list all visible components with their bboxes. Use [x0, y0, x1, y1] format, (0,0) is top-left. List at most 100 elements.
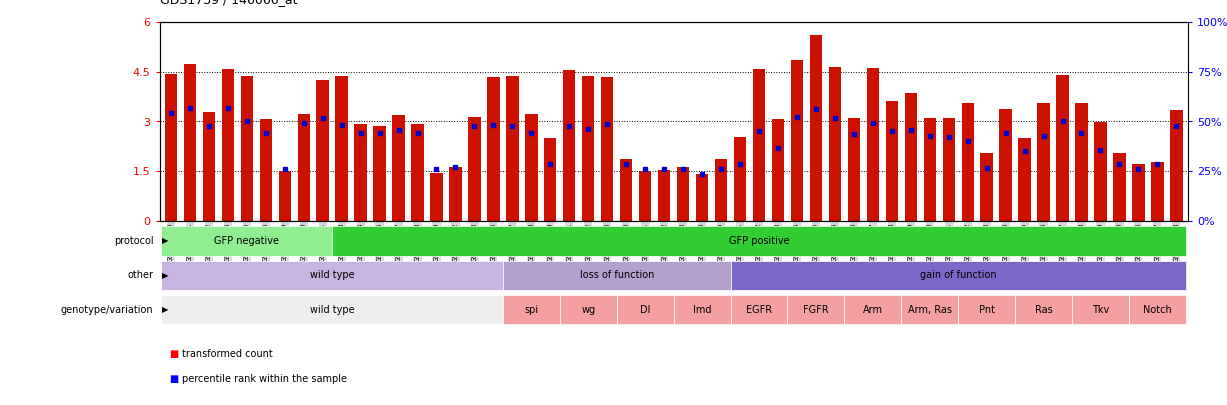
Bar [924, 117, 936, 221]
Text: ■: ■ [169, 374, 179, 384]
Bar [503, 295, 560, 324]
Text: EGFR: EGFR [746, 305, 772, 315]
Text: wg: wg [582, 305, 595, 315]
Bar [677, 167, 690, 221]
Bar [1072, 295, 1129, 324]
Bar [560, 295, 617, 324]
Text: FGFR: FGFR [804, 305, 828, 315]
Bar [1094, 122, 1107, 221]
Text: Ras: Ras [1034, 305, 1053, 315]
Bar [828, 67, 840, 221]
Bar [162, 295, 503, 324]
Bar [393, 115, 405, 221]
Text: ▶: ▶ [162, 237, 168, 245]
Bar [904, 94, 917, 221]
Text: transformed count: transformed count [182, 350, 272, 359]
Text: genotype/variation: genotype/variation [61, 305, 153, 315]
Bar [411, 124, 423, 221]
Text: wild type: wild type [310, 305, 355, 315]
Bar [1056, 75, 1069, 221]
Bar [1151, 162, 1163, 221]
Text: Notch: Notch [1144, 305, 1172, 315]
Bar [563, 70, 575, 221]
Bar [730, 261, 1185, 290]
Bar [1075, 103, 1087, 221]
Bar [715, 158, 728, 221]
Bar [902, 295, 958, 324]
Bar [958, 295, 1015, 324]
Bar [335, 76, 347, 221]
Bar [279, 171, 291, 221]
Bar [790, 60, 804, 221]
Bar [1015, 295, 1072, 324]
Bar [297, 114, 310, 221]
Bar [1037, 103, 1050, 221]
Bar [788, 295, 844, 324]
Bar [753, 68, 766, 221]
Bar [487, 77, 499, 221]
Bar [449, 167, 461, 221]
Text: ■: ■ [169, 350, 179, 359]
Bar [734, 137, 746, 221]
Bar [1113, 153, 1125, 221]
Bar [507, 76, 519, 221]
Bar [1129, 295, 1185, 324]
Bar [373, 126, 385, 221]
Bar [503, 261, 730, 290]
Bar [866, 68, 879, 221]
Bar [810, 35, 822, 221]
Text: Dl: Dl [640, 305, 650, 315]
Text: ▶: ▶ [162, 305, 168, 314]
Bar [525, 114, 537, 221]
Text: other: other [128, 271, 153, 280]
Bar [1018, 138, 1031, 221]
Bar [240, 76, 253, 221]
Text: Pnt: Pnt [979, 305, 995, 315]
Bar [202, 111, 215, 221]
Text: percentile rank within the sample: percentile rank within the sample [182, 374, 346, 384]
Bar [162, 261, 503, 290]
Text: GFP negative: GFP negative [215, 236, 280, 246]
Text: loss of function: loss of function [579, 271, 654, 280]
Bar [886, 101, 898, 221]
Text: GDS1739 / 146066_at: GDS1739 / 146066_at [160, 0, 297, 6]
Bar [184, 64, 196, 221]
Text: ▶: ▶ [162, 271, 168, 280]
Bar [772, 119, 784, 221]
Text: Arm, Ras: Arm, Ras [908, 305, 952, 315]
Bar [696, 174, 708, 221]
Bar [317, 80, 329, 221]
Text: wild type: wild type [310, 271, 355, 280]
Bar [617, 295, 674, 324]
Text: Tkv: Tkv [1092, 305, 1109, 315]
Bar [333, 226, 1185, 256]
Bar [962, 103, 974, 221]
Text: Imd: Imd [693, 305, 712, 315]
Bar [582, 76, 594, 221]
Bar [639, 171, 652, 221]
Bar [544, 138, 557, 221]
Text: spi: spi [524, 305, 539, 315]
Bar [620, 158, 632, 221]
Bar [222, 68, 234, 221]
Bar [260, 119, 272, 221]
Bar [658, 171, 670, 221]
Bar [431, 173, 443, 221]
Bar [844, 295, 902, 324]
Bar [162, 226, 333, 256]
Text: gain of function: gain of function [920, 271, 996, 280]
Bar [469, 117, 481, 221]
Bar [355, 124, 367, 221]
Bar [164, 74, 177, 221]
Bar [1171, 110, 1183, 221]
Bar [848, 117, 860, 221]
Bar [942, 117, 955, 221]
Text: GFP positive: GFP positive [729, 236, 789, 246]
Bar [1000, 109, 1012, 221]
Text: Arm: Arm [863, 305, 882, 315]
Bar [1133, 164, 1145, 221]
Text: protocol: protocol [114, 236, 153, 246]
Bar [674, 295, 730, 324]
Bar [980, 153, 993, 221]
Bar [730, 295, 788, 324]
